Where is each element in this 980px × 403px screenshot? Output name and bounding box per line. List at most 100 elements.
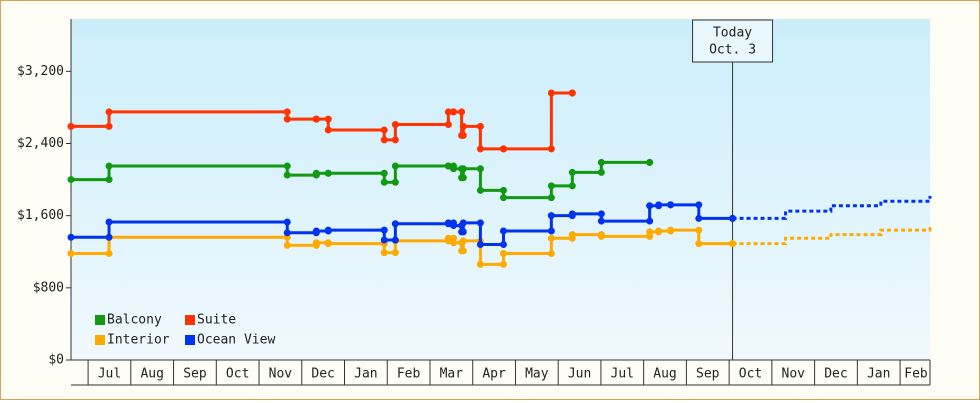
point xyxy=(283,218,291,226)
point xyxy=(105,122,113,130)
point xyxy=(459,247,467,255)
legend-swatch xyxy=(185,315,195,325)
point xyxy=(458,108,466,116)
point xyxy=(597,158,605,166)
point xyxy=(380,236,388,244)
y-tick-label: $2,400 xyxy=(17,136,64,151)
y-tick-label: $1,600 xyxy=(17,208,64,223)
point xyxy=(476,219,484,227)
point xyxy=(324,169,332,177)
point xyxy=(547,250,555,258)
series xyxy=(67,89,576,153)
point xyxy=(476,186,484,194)
point xyxy=(324,126,332,134)
legend-label: Interior xyxy=(107,333,170,348)
point xyxy=(476,122,484,130)
point xyxy=(444,162,452,170)
point xyxy=(449,108,457,116)
point xyxy=(324,115,332,123)
x-tick-label: Dec xyxy=(824,367,847,382)
point xyxy=(568,210,576,218)
point xyxy=(695,240,703,248)
point xyxy=(380,126,388,134)
point xyxy=(449,222,457,230)
x-tick-label: Jan xyxy=(867,367,890,382)
point xyxy=(283,241,291,249)
point xyxy=(459,174,467,182)
x-tick-label: Aug xyxy=(653,367,676,382)
point xyxy=(449,239,457,247)
point xyxy=(476,165,484,173)
legend-label: Ocean View xyxy=(197,333,275,348)
x-tick-label: Sep xyxy=(183,367,207,382)
point xyxy=(499,186,507,194)
y-tick-label: $800 xyxy=(33,280,64,295)
point xyxy=(667,226,675,234)
point xyxy=(380,169,388,177)
x-tick-label: Jan xyxy=(354,367,377,382)
point xyxy=(67,233,75,241)
x-tick-label: Jul xyxy=(98,367,121,382)
point xyxy=(444,219,452,227)
point xyxy=(499,260,507,268)
point xyxy=(547,145,555,153)
point xyxy=(324,240,332,248)
point xyxy=(312,115,320,123)
point xyxy=(391,236,399,244)
point xyxy=(655,201,663,209)
point xyxy=(547,227,555,235)
point xyxy=(380,136,388,144)
point xyxy=(646,217,654,225)
y-tick-label: $3,200 xyxy=(17,64,64,79)
x-tick-label: Jun xyxy=(568,367,591,382)
x-tick-label: Feb xyxy=(397,367,421,382)
point xyxy=(391,220,399,228)
point xyxy=(597,232,605,240)
point xyxy=(597,217,605,225)
point xyxy=(568,182,576,190)
x-tick-label: Oct xyxy=(226,367,249,382)
today-label: Oct. 3 xyxy=(709,43,756,58)
point xyxy=(459,237,467,245)
point xyxy=(312,239,320,247)
point xyxy=(459,219,467,227)
forecast-line xyxy=(732,225,932,246)
point xyxy=(391,136,399,144)
forecast-line xyxy=(732,195,932,220)
x-tick-label: May xyxy=(525,367,549,382)
point xyxy=(459,122,467,130)
today-box xyxy=(692,19,774,63)
point xyxy=(283,171,291,179)
series xyxy=(67,195,932,249)
x-tick-label: Nov xyxy=(782,367,806,382)
point xyxy=(105,108,113,116)
legend-label: Balcony xyxy=(107,313,162,328)
y-tick-label: $0 xyxy=(48,353,64,368)
point xyxy=(449,165,457,173)
point xyxy=(476,145,484,153)
today-label: Today xyxy=(713,26,752,41)
point xyxy=(499,241,507,249)
point xyxy=(312,169,320,177)
point xyxy=(547,182,555,190)
series xyxy=(67,225,932,268)
point xyxy=(283,162,291,170)
x-tick-label: Feb xyxy=(904,367,928,382)
point xyxy=(105,218,113,226)
point xyxy=(597,168,605,176)
point xyxy=(499,145,507,153)
point xyxy=(312,227,320,235)
point xyxy=(105,233,113,241)
point xyxy=(646,202,654,210)
legend-swatch xyxy=(95,335,105,345)
point xyxy=(283,229,291,237)
x-tick-label: Aug xyxy=(140,367,163,382)
point xyxy=(444,234,452,242)
point xyxy=(444,108,452,116)
point xyxy=(655,227,663,235)
x-tick-label: Apr xyxy=(482,367,506,382)
point xyxy=(568,168,576,176)
point xyxy=(547,194,555,202)
point xyxy=(391,178,399,186)
